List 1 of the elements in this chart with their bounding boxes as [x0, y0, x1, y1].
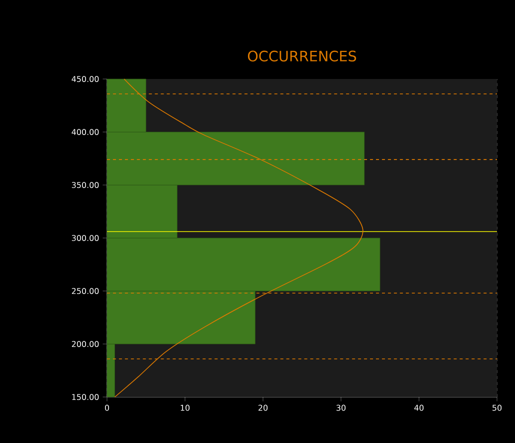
chart-title: OCCURRENCES [248, 50, 356, 62]
